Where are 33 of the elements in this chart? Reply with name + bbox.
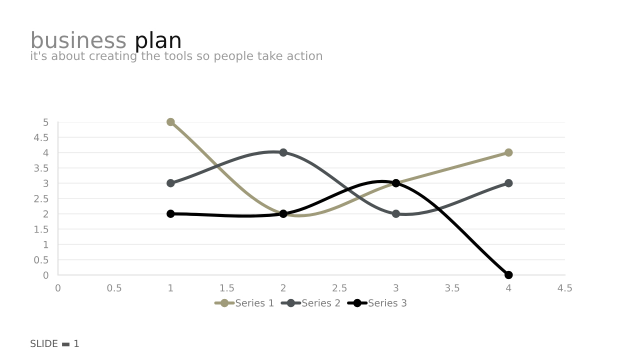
- x-tick-label: 2: [280, 284, 286, 292]
- y-tick-label: 4.5: [34, 134, 48, 142]
- x-tick-label: 1.5: [220, 284, 234, 292]
- point: [392, 210, 400, 218]
- x-tick-label: 4: [506, 284, 512, 292]
- point: [504, 148, 513, 157]
- x-tick-label: 0: [56, 284, 60, 292]
- x-tick-label: 3: [394, 284, 398, 292]
- x-tick-label: 2.5: [332, 284, 347, 292]
- point: [166, 179, 175, 188]
- y-tick-label: 3.5: [34, 164, 48, 172]
- point: [166, 210, 175, 218]
- point: [279, 148, 288, 157]
- text: SLIDE ▬ 1: [30, 340, 79, 348]
- y-tick-label: 1: [44, 241, 48, 248]
- y-tick-label: 2: [44, 210, 48, 218]
- y-tick-label: 2.5: [34, 194, 48, 202]
- legend-label: Series 2: [302, 299, 340, 307]
- x-tick-label: 0.5: [107, 284, 122, 292]
- legend-label: Series 1: [236, 299, 274, 307]
- y-tick-label: 0.5: [34, 256, 48, 264]
- y-tick-label: 5: [44, 118, 48, 126]
- point: [166, 118, 175, 126]
- y-tick-label: 0: [43, 271, 48, 279]
- x-tick-label: 1: [168, 284, 173, 292]
- y-tick-label: 4: [43, 149, 48, 156]
- point: [504, 270, 513, 280]
- x-tick-label: 4.5: [558, 284, 572, 292]
- legend-label: Series 3: [368, 299, 406, 307]
- y-tick-label: 1.5: [34, 226, 48, 233]
- x-tick-label: 3.5: [445, 284, 460, 292]
- point: [504, 179, 513, 188]
- y-tick-label: 3: [44, 180, 48, 188]
